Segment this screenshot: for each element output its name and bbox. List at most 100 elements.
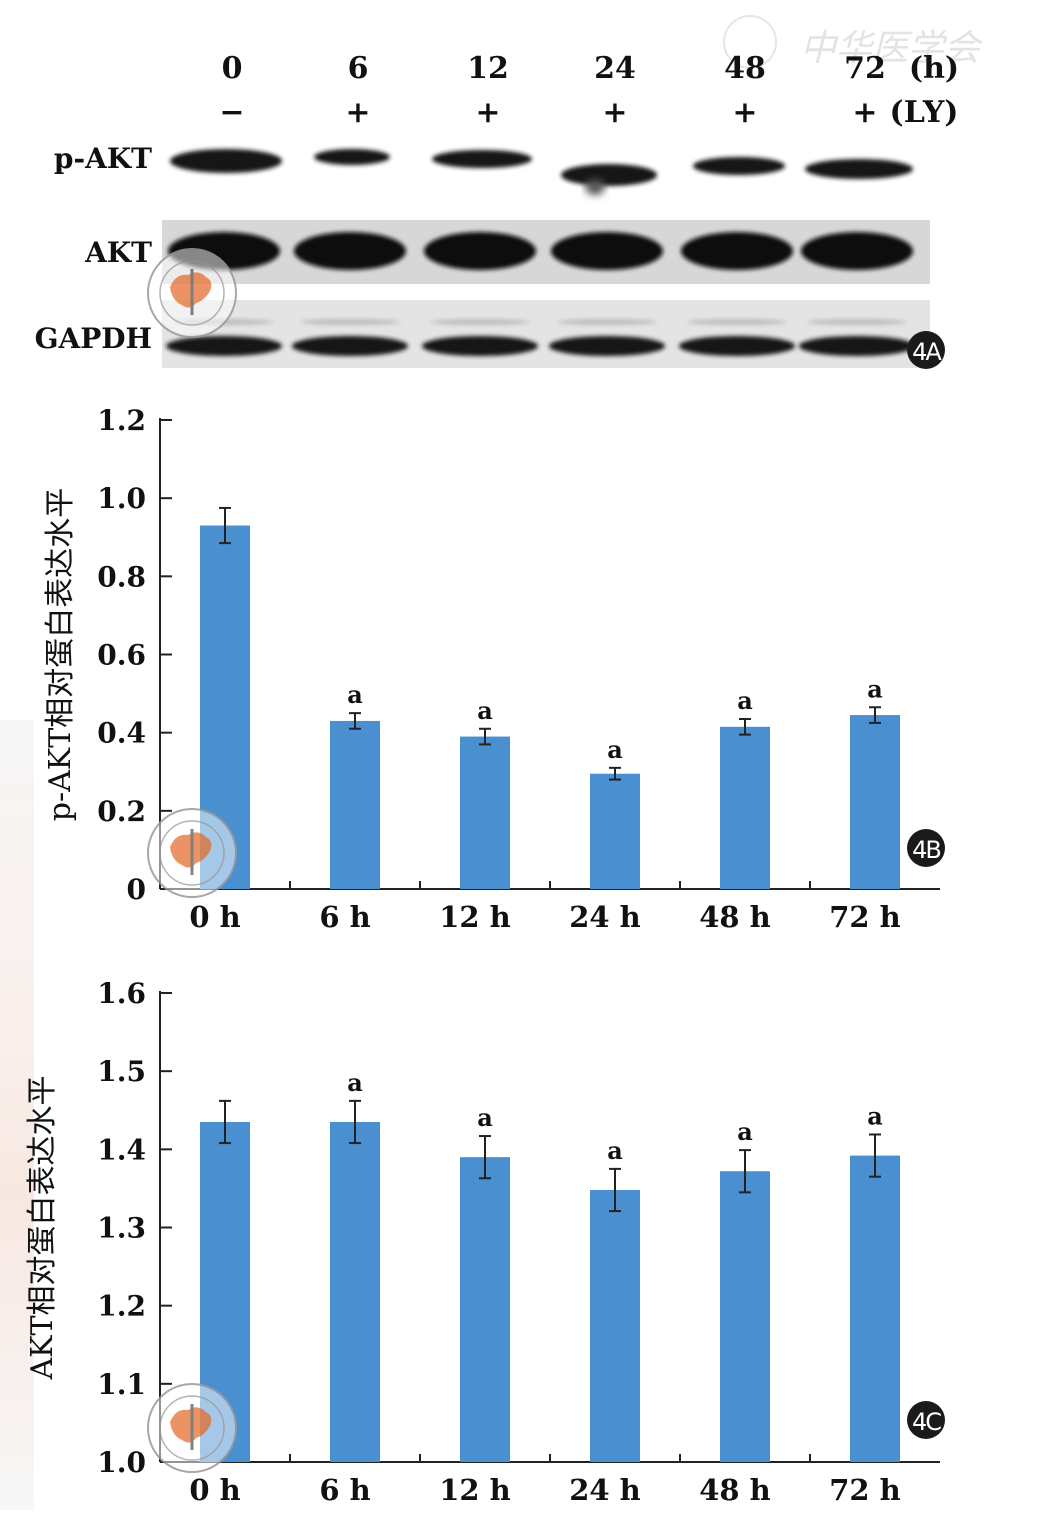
p-akt-band [170,149,282,173]
seal-icon [147,248,237,338]
y-tick-label: 0 [127,873,146,906]
y-tick-label: 1.0 [97,1446,146,1479]
ly-label: + [732,95,757,130]
top-watermark: 中华医学会 [800,28,984,69]
blot-row-label: GAPDH [35,322,152,355]
p-akt-band [561,164,657,186]
y-tick-label: 1.5 [97,1055,146,1088]
significance-label: a [347,1068,363,1097]
time-label: 48 [724,51,766,86]
y-tick-label: 1.2 [97,404,146,437]
bar [590,1189,640,1462]
panel-label: 4B [912,836,940,864]
bar [720,1171,770,1462]
x-tick-label: 0 h [189,1473,240,1507]
x-tick-label: 12 h [439,900,511,934]
chart-4c: 1.0 1.1 1.2 1.3 1.4 1.5 1.6 0 h a 6 h a 12 h a 24 h a 4… [25,977,945,1507]
y-axis-label: AKT相对蛋白表达水平 [25,1075,60,1380]
y-tick-label: 1.2 [97,1290,146,1323]
y-tick-label: 0.4 [97,717,146,750]
side-watermark [0,720,34,1510]
gapdh-faint-band [300,319,400,325]
bar [590,773,640,889]
bar [330,1121,380,1462]
akt-band [294,232,406,270]
significance-label: a [477,696,493,725]
gapdh-band [549,336,665,356]
time-label: 72 [844,51,886,86]
p-akt-band [432,150,532,168]
y-tick-label: 0.2 [97,795,146,828]
panel-label: 4C [912,1408,941,1436]
significance-label: a [347,680,363,709]
bar [850,715,900,889]
membrane-p-akt [162,135,930,205]
blot-artifact [585,179,605,195]
western-blot-panel: 0 6 12 24 48 72 (h) − + + + + + (LY) p-AKT AKT GAPDH 4A [35,51,959,369]
gapdh-band [799,336,915,356]
x-tick-label: 72 h [829,900,901,934]
gapdh-faint-band [687,319,787,325]
bar [330,720,380,889]
ly-label: + [475,95,500,130]
panel-label-badge [907,829,945,867]
bar [850,1155,900,1462]
significance-label: a [477,1103,493,1132]
time-label: 0 [222,51,243,86]
significance-label: a [737,686,753,715]
gapdh-faint-band [557,319,657,325]
p-akt-band [693,157,785,175]
panel-label: 4A [912,338,942,366]
significance-label: a [867,1101,883,1130]
blot-row-label: AKT [84,236,152,269]
membrane-gapdh [162,300,930,368]
ly-unit-label: (LY) [890,95,959,130]
chart-4b: 0 0.2 0.4 0.6 0.8 1.0 1.2 0 h a 6 h a 12 h a 24 h a 48 … [43,404,945,934]
y-tick-label: 0.8 [97,560,146,593]
akt-band [424,232,536,270]
x-tick-label: 24 h [569,900,641,934]
y-tick-label: 1.3 [97,1212,146,1245]
x-tick-label: 48 h [699,900,771,934]
significance-label: a [867,674,883,703]
gapdh-band [679,336,795,356]
time-label: 24 [594,51,636,86]
x-tick-label: 12 h [439,1473,511,1507]
y-tick-label: 1.1 [97,1368,146,1401]
top-watermark-seal [723,15,777,69]
ly-label: + [852,95,877,130]
x-tick-label: 6 h [319,1473,370,1507]
gapdh-band [292,336,408,356]
x-tick-label: 72 h [829,1473,901,1507]
significance-label: a [737,1117,753,1146]
seal-icon [147,808,237,898]
gapdh-band [422,336,538,356]
gapdh-faint-band [430,319,530,325]
akt-band [551,232,663,270]
bar [460,1157,510,1462]
y-tick-label: 1.0 [97,482,146,515]
x-tick-label: 6 h [319,900,370,934]
time-label: 6 [348,51,369,86]
p-akt-band [805,159,913,179]
gapdh-faint-band [807,319,907,325]
ly-label: − [219,95,244,130]
panel-label-badge [907,1401,945,1439]
y-tick-label: 0.6 [97,639,146,672]
ly-label: + [602,95,627,130]
time-unit-label: (h) [909,51,959,86]
significance-label: a [607,735,623,764]
ly-label: + [345,95,370,130]
bar [720,726,770,889]
akt-band [801,232,913,270]
panel-label-badge [907,331,945,369]
time-label: 12 [467,51,509,86]
x-tick-label: 0 h [189,900,240,934]
p-akt-band [314,149,390,165]
bar [460,736,510,889]
blot-row-label: p-AKT [54,142,152,175]
seal-icon [147,1383,237,1473]
y-axis-label: p-AKT相对蛋白表达水平 [43,488,78,821]
x-tick-label: 24 h [569,1473,641,1507]
